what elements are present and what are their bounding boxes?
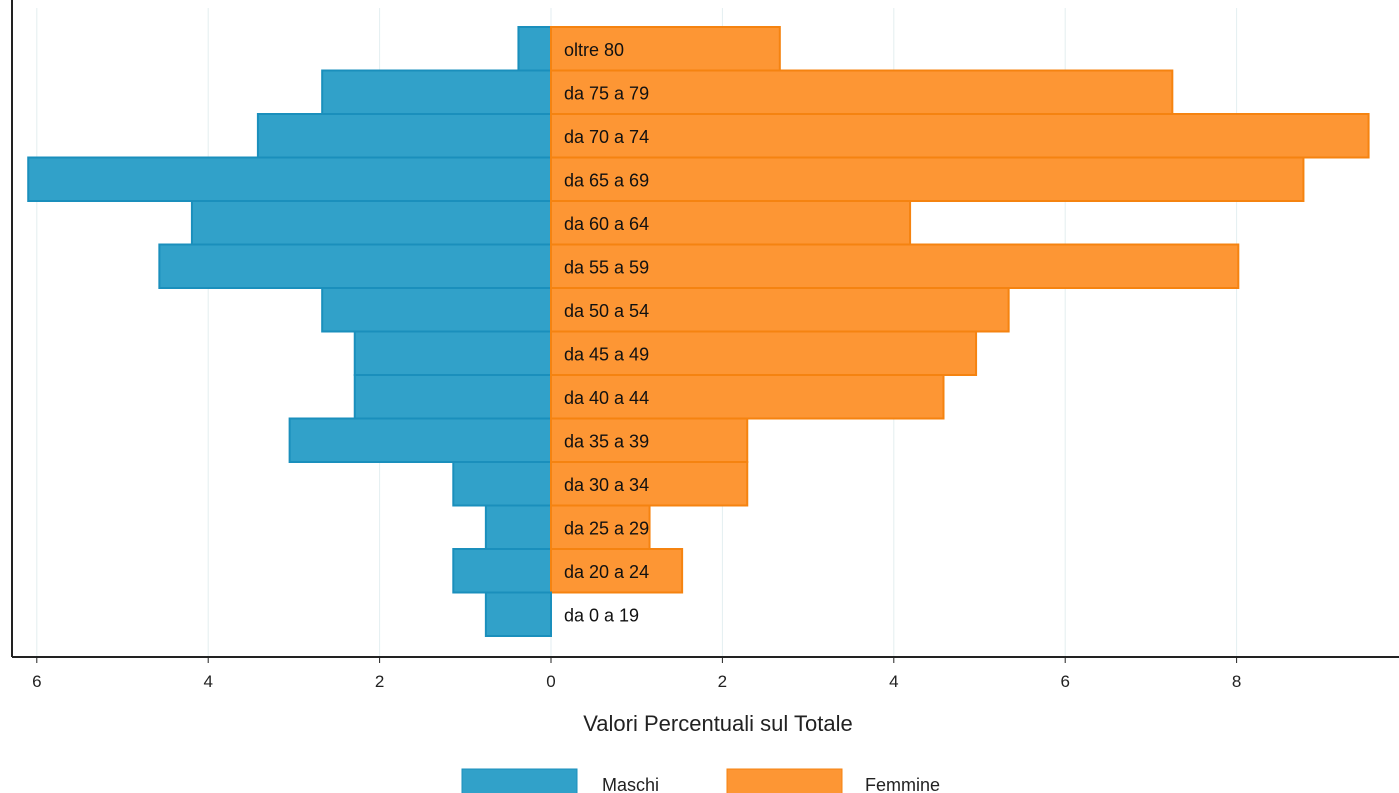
bar-femmine-10 [550, 461, 749, 507]
category-label-2: da 70 a 74 [564, 127, 649, 147]
bar-femmine-7 [550, 330, 978, 376]
bar-femmine-3 [550, 156, 1305, 202]
legend-swatch-maschi [461, 768, 578, 793]
x-tick-label-0: 6 [32, 672, 41, 691]
x-tick-labels: 642024681 [32, 657, 1241, 691]
x-tick-label-5: 4 [889, 672, 898, 691]
category-label-0: oltre 80 [564, 40, 624, 60]
bar-maschi-0 [517, 26, 553, 72]
category-label-4: da 60 a 64 [564, 214, 649, 234]
x-axis-title: Valori Percentuali sul Totale [583, 711, 852, 736]
category-label-7: da 45 a 49 [564, 344, 649, 364]
bar-femmine-9 [550, 417, 749, 463]
bar-femmine-6 [550, 287, 1010, 333]
legend-label-maschi: Maschi [602, 775, 659, 793]
x-tick-label-7: 8 [1232, 672, 1241, 691]
axes [11, 0, 1399, 658]
category-label-10: da 30 a 34 [564, 475, 649, 495]
x-tick-label-4: 2 [718, 672, 727, 691]
category-label-13: da 0 a 19 [564, 605, 639, 625]
bar-maschi-7 [353, 330, 553, 376]
bars [27, 26, 1370, 637]
category-label-3: da 65 a 69 [564, 170, 649, 190]
x-tick-label-2: 2 [375, 672, 384, 691]
category-label-9: da 35 a 39 [564, 431, 649, 451]
bar-maschi-1 [321, 69, 552, 115]
bar-femmine-12 [550, 548, 684, 594]
bar-maschi-2 [256, 113, 552, 159]
category-label-6: da 50 a 54 [564, 301, 649, 321]
bar-maschi-12 [452, 548, 552, 594]
bar-femmine-8 [550, 374, 945, 420]
bar-femmine-2 [550, 113, 1370, 159]
bar-maschi-8 [353, 374, 553, 420]
bar-maschi-3 [27, 156, 553, 202]
bar-maschi-6 [321, 287, 552, 333]
x-tick-label-6: 6 [1060, 672, 1069, 691]
category-label-12: da 20 a 24 [564, 562, 649, 582]
category-labels: oltre 80 da 75 a 79 da 70 a 74 da 65 a 69 da… [564, 40, 649, 626]
bar-femmine-0 [550, 26, 781, 72]
category-label-1: da 75 a 79 [564, 83, 649, 103]
bar-maschi-4 [190, 200, 553, 246]
bar-femmine-5 [550, 243, 1240, 289]
category-label-5: da 55 a 59 [564, 257, 649, 277]
category-label-11: da 25 a 29 [564, 518, 649, 538]
bar-maschi-9 [288, 417, 552, 463]
legend-label-femmine: Femmine [865, 775, 940, 793]
legend: Maschi Femmine [461, 768, 940, 793]
bar-maschi-11 [484, 504, 553, 550]
bar-maschi-13 [484, 591, 553, 637]
legend-swatch-femmine [726, 768, 843, 793]
bar-femmine-4 [550, 200, 912, 246]
bar-maschi-5 [158, 243, 552, 289]
x-tick-label-1: 4 [203, 672, 212, 691]
category-label-8: da 40 a 44 [564, 388, 649, 408]
bar-maschi-10 [452, 461, 552, 507]
x-tick-label-3: 0 [546, 672, 555, 691]
